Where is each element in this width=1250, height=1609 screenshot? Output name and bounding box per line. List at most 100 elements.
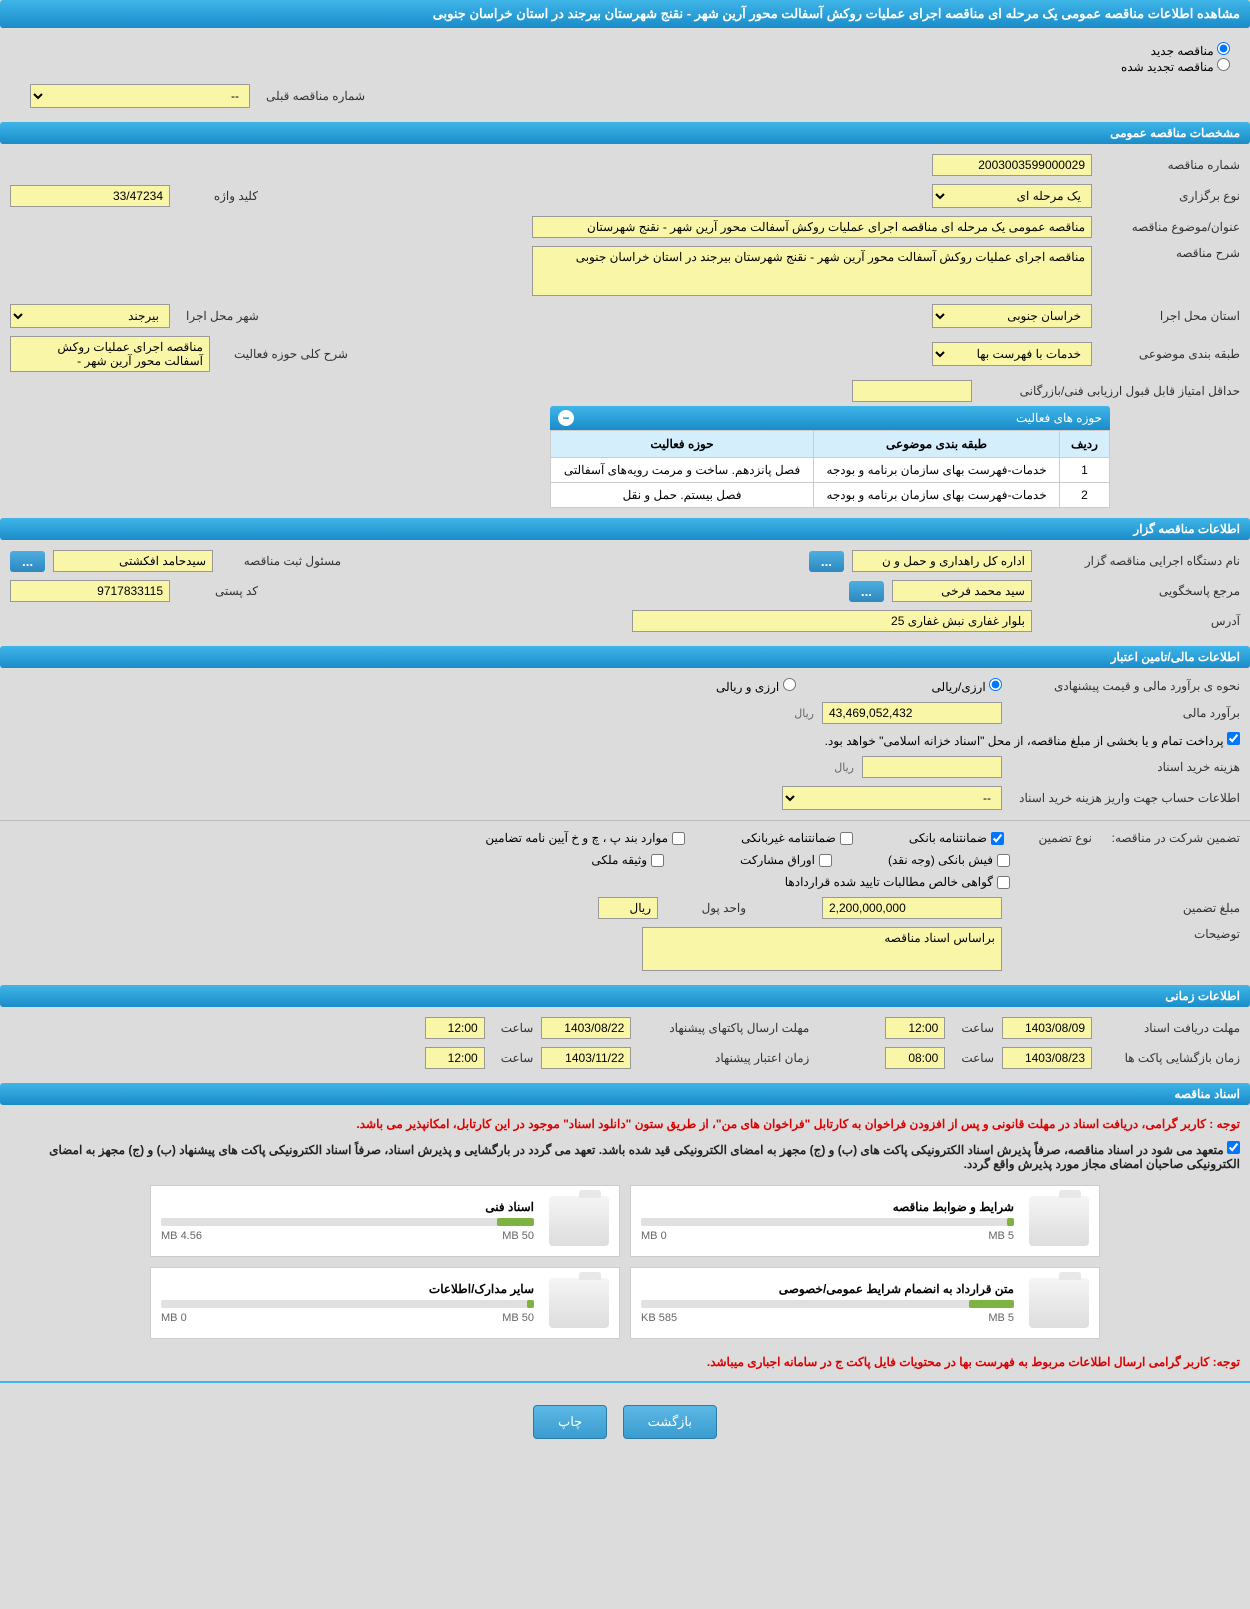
time-label-4: ساعت <box>493 1051 534 1065</box>
radio-new-tender[interactable]: مناقصه جدید <box>1151 44 1230 58</box>
table-row: 1خدمات-فهرست بهای سازمان برنامه و بودجهف… <box>551 458 1110 483</box>
organizer-name-input[interactable] <box>852 550 1032 572</box>
deadline-receive-date[interactable] <box>1002 1017 1092 1039</box>
exec-city-select[interactable]: بیرجند <box>10 304 170 328</box>
radio-both[interactable]: ارزی و ریالی <box>716 678 796 694</box>
check-property[interactable]: وثیقه ملکی <box>591 853 664 867</box>
table-col-field: حوزه فعالیت <box>551 431 814 458</box>
warning-1: توجه : کاربر گرامی، دریافت اسناد در مهلت… <box>0 1111 1250 1137</box>
notes-label: توضیحات <box>1010 927 1240 941</box>
check-bank[interactable]: ضمانتنامه بانکی <box>909 831 1004 845</box>
notes-textarea[interactable]: براساس اسناد مناقصه <box>642 927 1002 971</box>
doc-total: 5 MB <box>988 1230 1014 1242</box>
doc-size: 4.56 MB <box>161 1230 202 1242</box>
guarantee-amount-label: مبلغ تضمین <box>1010 901 1240 915</box>
check-clauses[interactable]: موارد بند پ ، چ و خ آیین نامه تضامین <box>485 831 685 845</box>
description-label: شرح مناقصه <box>1100 246 1240 260</box>
account-label: اطلاعات حساب جهت واریز هزینه خرید اسناد <box>1010 791 1240 805</box>
check-cert[interactable]: گواهی خالص مطالبات تایید شده قراردادها <box>785 875 1010 889</box>
rial-suffix: ریال <box>794 707 814 720</box>
exec-city-label: شهر محل اجرا <box>178 309 259 323</box>
payment-note-check[interactable]: پرداخت تمام و یا بخشی از مبلغ مناقصه، از… <box>825 732 1240 748</box>
address-label: آدرس <box>1040 614 1240 628</box>
estimate-input[interactable] <box>822 702 1002 724</box>
subject-input[interactable] <box>532 216 1092 238</box>
doc-total: 50 MB <box>502 1312 534 1324</box>
folder-icon <box>1029 1278 1089 1328</box>
account-select[interactable]: -- <box>782 786 1002 810</box>
min-score-input[interactable] <box>852 380 972 402</box>
subject-class-select[interactable]: خدمات با فهرست بها <box>932 342 1092 366</box>
section-time: اطلاعات زمانی <box>0 985 1250 1007</box>
doc-box[interactable]: سایر مدارک/اطلاعات 50 MB 0 MB <box>150 1267 620 1339</box>
contact-lookup-button[interactable]: ... <box>849 581 884 602</box>
validity-time[interactable] <box>425 1047 485 1069</box>
organizer-lookup-button[interactable]: ... <box>809 551 844 572</box>
validity-date[interactable] <box>541 1047 631 1069</box>
holding-type-label: نوع برگزاری <box>1100 189 1240 203</box>
keyword-input[interactable] <box>10 185 170 207</box>
keyword-label: کلید واژه <box>178 189 258 203</box>
tender-number-label: شماره مناقصه <box>1100 158 1240 172</box>
check-nonbank[interactable]: ضمانتنامه غیربانکی <box>741 831 853 845</box>
doc-box[interactable]: اسناد فنی 50 MB 4.56 MB <box>150 1185 620 1257</box>
folder-icon <box>1029 1196 1089 1246</box>
opening-date[interactable] <box>1002 1047 1092 1069</box>
opening-time[interactable] <box>885 1047 945 1069</box>
warning-3: توجه: کاربر گرامی ارسال اطلاعات مربوط به… <box>0 1349 1250 1375</box>
doc-box[interactable]: متن قرارداد به انضمام شرایط عمومی/خصوصی … <box>630 1267 1100 1339</box>
doc-title: اسناد فنی <box>161 1200 534 1214</box>
guarantee-amount-input[interactable] <box>822 897 1002 919</box>
guarantee-type-label: نوع تضمین <box>1012 831 1092 845</box>
commitment-check[interactable]: متعهد می شود در اسناد مناقصه، صرفاً پذیر… <box>49 1143 1240 1171</box>
doc-cost-input[interactable] <box>862 756 1002 778</box>
estimate-method-label: نحوه ی برآورد مالی و قیمت پیشنهادی <box>1010 679 1240 693</box>
table-col-row: ردیف <box>1060 431 1110 458</box>
validity-label: زمان اعتبار پیشنهاد <box>639 1051 809 1065</box>
collapse-icon[interactable]: − <box>558 410 574 426</box>
radio-renewed-tender[interactable]: مناقصه تجدید شده <box>1121 60 1230 74</box>
doc-title: سایر مدارک/اطلاعات <box>161 1282 534 1296</box>
activity-table-title: حوزه های فعالیت <box>1016 411 1102 425</box>
doc-cost-label: هزینه خرید اسناد <box>1010 760 1240 774</box>
doc-box[interactable]: شرایط و ضوابط مناقصه 5 MB 0 MB <box>630 1185 1100 1257</box>
contact-input[interactable] <box>892 580 1032 602</box>
section-financial: اطلاعات مالی/تامین اعتبار <box>0 646 1250 668</box>
opening-label: زمان بازگشایی پاکت ها <box>1100 1051 1240 1065</box>
activity-desc-textarea[interactable]: مناقصه اجرای عملیات روکش آسفالت محور آری… <box>10 336 210 372</box>
exec-province-select[interactable]: خراسان جنوبی <box>932 304 1092 328</box>
radio-rial[interactable]: ارزی/ریالی <box>932 678 1002 694</box>
min-score-label: حداقل امتیاز قابل قبول ارزیابی فنی/بازرگ… <box>980 384 1240 398</box>
holding-type-select[interactable]: یک مرحله ای <box>932 184 1092 208</box>
deadline-receive-time[interactable] <box>885 1017 945 1039</box>
doc-title: متن قرارداد به انضمام شرایط عمومی/خصوصی <box>641 1282 1014 1296</box>
doc-title: شرایط و ضوابط مناقصه <box>641 1200 1014 1214</box>
prev-number-label: شماره مناقصه قبلی <box>258 89 365 103</box>
print-button[interactable]: چاپ <box>533 1405 607 1439</box>
page-title: مشاهده اطلاعات مناقصه عمومی یک مرحله ای … <box>0 0 1250 28</box>
time-label-1: ساعت <box>953 1021 994 1035</box>
table-row: 2خدمات-فهرست بهای سازمان برنامه و بودجهف… <box>551 483 1110 508</box>
description-textarea[interactable]: مناقصه اجرای عملیات روکش آسفالت محور آری… <box>532 246 1092 296</box>
doc-size: 0 MB <box>161 1312 187 1324</box>
doc-size: 0 MB <box>641 1230 667 1242</box>
check-stocks[interactable]: اوراق مشارکت <box>740 853 832 867</box>
responsible-input[interactable] <box>53 550 213 572</box>
currency-unit-label: واحد پول <box>666 901 746 915</box>
prev-number-select[interactable]: -- <box>30 84 250 108</box>
time-label-2: ساعت <box>493 1021 534 1035</box>
postal-label: کد پستی <box>178 584 258 598</box>
check-receipt[interactable]: فیش بانکی (وجه نقد) <box>888 853 1010 867</box>
time-label-3: ساعت <box>953 1051 994 1065</box>
postal-input[interactable] <box>10 580 170 602</box>
address-input[interactable] <box>632 610 1032 632</box>
currency-unit-input[interactable] <box>598 897 658 919</box>
deadline-send-date[interactable] <box>541 1017 631 1039</box>
deadline-send-time[interactable] <box>425 1017 485 1039</box>
responsible-lookup-button[interactable]: ... <box>10 551 45 572</box>
folder-icon <box>549 1196 609 1246</box>
back-button[interactable]: بازگشت <box>623 1405 717 1439</box>
section-general: مشخصات مناقصه عمومی <box>0 122 1250 144</box>
organizer-name-label: نام دستگاه اجرایی مناقصه گزار <box>1040 554 1240 568</box>
tender-number-input[interactable] <box>932 154 1092 176</box>
